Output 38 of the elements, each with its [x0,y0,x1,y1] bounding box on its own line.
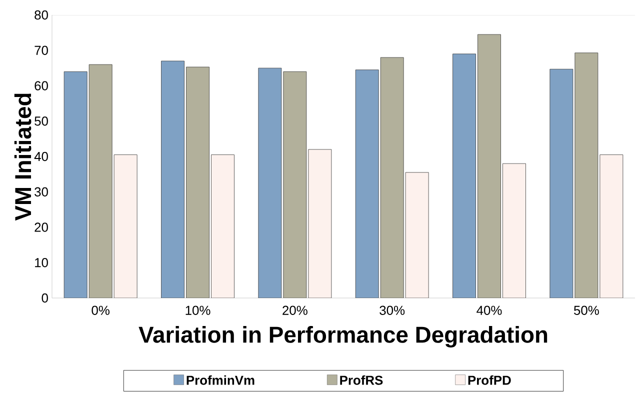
y-tick-label: 40 [34,152,48,162]
bar [283,71,307,298]
bar [211,154,234,298]
bar [308,149,332,298]
y-tick-label: 30 [34,187,48,196]
y-tick-label: 50 [34,116,48,126]
bar [258,68,282,298]
x-tick-label: 50% [574,306,599,315]
bar [502,163,526,298]
bar [550,68,574,298]
legend-label: ProfminVm [186,375,254,385]
y-tick-label: 20 [34,222,48,232]
bar [478,34,501,298]
legend-label: ProfPD [468,375,511,385]
y-tick-label: 60 [34,81,48,90]
y-tick-label: 70 [34,46,48,55]
x-tick-label: 40% [476,306,502,315]
bar [355,70,379,298]
bar [574,52,598,298]
bar [452,54,476,298]
x-tick-label: 30% [380,306,405,315]
bar [186,66,210,298]
x-tick-label: 0% [92,306,110,315]
y-tick-label: 10 [35,258,48,268]
y-tick-label: 0 [42,293,48,303]
x-tick-label: 20% [282,306,308,315]
x-tick-label: 10% [186,306,210,315]
bar [600,154,624,298]
bar [64,71,88,298]
y-tick-label: 80 [34,10,48,20]
legend-label: ProfRS [340,375,383,385]
bar [380,57,404,298]
bar [114,154,138,298]
y-axis-title: VM Initiated [14,94,32,221]
bar [161,60,184,298]
x-axis-title: Variation in Performance Degradation [138,326,548,348]
bar [88,64,112,298]
bar [405,172,429,298]
